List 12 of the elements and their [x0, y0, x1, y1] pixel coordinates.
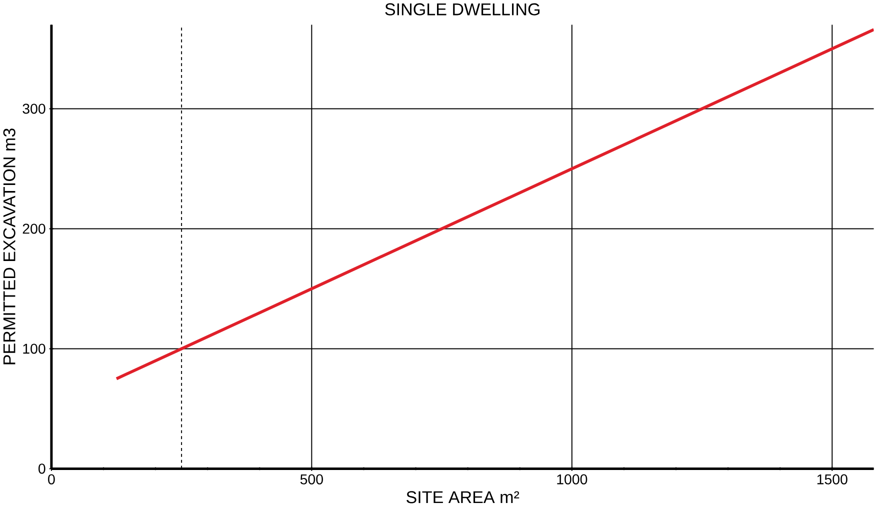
- y-axis-title: PERMITTED EXCAVATION m3: [3, 128, 16, 365]
- y-tick-label: 200: [22, 224, 46, 234]
- x-tick-label: 1500: [817, 474, 848, 485]
- y-tick-label: 100: [23, 344, 46, 354]
- line-series: [115, 28, 874, 380]
- y-tick-label: 300: [22, 104, 46, 114]
- x-tick-label: 0: [48, 474, 55, 485]
- y-tick-label: 0: [38, 464, 46, 474]
- x-tick-label: 500: [300, 474, 323, 485]
- chart-title: SINGLE DWELLING: [385, 4, 540, 16]
- x-tick-label: 1000: [557, 474, 588, 485]
- x-axis-title: SITE AREA m²: [406, 491, 520, 504]
